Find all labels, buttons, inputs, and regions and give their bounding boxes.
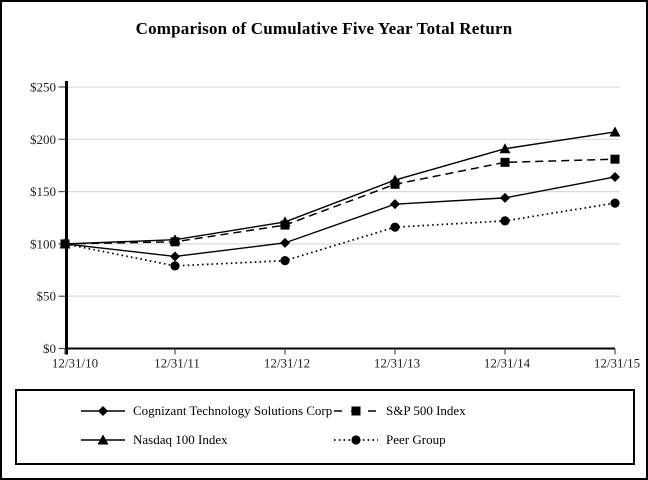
x-tick-label-12-31-11: 12/31/11 — [154, 356, 200, 371]
data-point-peer-group-12/31/15 — [610, 198, 620, 208]
legend-label-sp500: S&P 500 Index — [386, 403, 466, 418]
y-tick-label-0: $0 — [43, 341, 56, 356]
data-point-nasdaq-100-index-12/31/14 — [499, 143, 511, 154]
x-tick-label-12-31-12: 12/31/12 — [264, 356, 310, 371]
series-line-s-p-500-index — [64, 158, 616, 245]
y-tick-label-50: $50 — [37, 289, 57, 304]
data-point-nasdaq-100-index-12/31/15 — [609, 126, 621, 137]
data-point-s-p-500-index-12/31/12 — [280, 220, 290, 230]
legend-sample-nasdaq100-line-icon — [81, 434, 125, 445]
legend-item-peer-group: Peer Group — [333, 432, 446, 448]
data-point-cognizant-technology-solutions-corp-12/31/12 — [280, 237, 290, 248]
legend-sample-cognizant-line-icon — [81, 406, 125, 416]
y-tick-label-150: $150 — [30, 184, 56, 199]
legend-item-sp500: S&P 500 Index — [333, 403, 466, 419]
legend-item-cognizant: Cognizant Technology Solutions Corp — [80, 403, 332, 419]
legend-sample-sp500-line-icon — [334, 406, 378, 416]
series-line-peer-group — [64, 202, 616, 267]
x-tick-label-12-31-13: 12/31/13 — [374, 356, 420, 371]
legend-marker-square-icon — [351, 406, 361, 416]
legend-marker-triangle-icon — [97, 434, 109, 445]
data-point-s-p-500-index-12/31/10 — [60, 239, 70, 249]
data-point-peer-group-12/31/13 — [390, 222, 400, 232]
chart-legend: Cognizant Technology Solutions Corp S&P … — [15, 389, 635, 465]
series-line-cognizant-technology-solutions-corp — [64, 176, 616, 258]
data-point-peer-group-12/31/12 — [280, 256, 290, 266]
data-point-cognizant-technology-solutions-corp-12/31/14 — [500, 192, 510, 203]
legend-label-cognizant: Cognizant Technology Solutions Corp — [133, 403, 333, 418]
data-point-peer-group-12/31/11 — [170, 261, 180, 271]
y-tick-label-200: $200 — [30, 132, 56, 147]
data-point-peer-group-12/31/14 — [500, 216, 510, 226]
legend-marker-diamond-icon — [98, 406, 108, 416]
series-line-nasdaq-100-index — [64, 131, 616, 245]
legend-label-peer-group: Peer Group — [386, 432, 446, 447]
legend-label-nasdaq100: Nasdaq 100 Index — [133, 432, 228, 447]
data-point-cognizant-technology-solutions-corp-12/31/13 — [390, 199, 400, 210]
y-tick-label-100: $100 — [30, 236, 56, 251]
x-tick-label-12-31-10: 12/31/10 — [52, 356, 98, 371]
x-tick-label-12-31-15: 12/31/15 — [594, 356, 640, 371]
legend-marker-circle-icon — [351, 435, 361, 445]
data-point-s-p-500-index-12/31/15 — [610, 154, 620, 164]
data-point-s-p-500-index-12/31/14 — [500, 157, 510, 167]
line-chart-plot: $0 $50 $100 $150 $200 $250 12/31/10 12/31/11 12/… — [30, 80, 640, 371]
data-point-s-p-500-index-12/31/13 — [390, 179, 400, 189]
x-tick-label-12-31-14: 12/31/14 — [484, 356, 531, 371]
chart-title: Comparison of Cumulative Five Year Total… — [135, 19, 513, 38]
data-point-s-p-500-index-12/31/11 — [170, 237, 180, 247]
legend-item-nasdaq100: Nasdaq 100 Index — [80, 432, 228, 448]
data-point-cognizant-technology-solutions-corp-12/31/11 — [170, 251, 180, 262]
y-tick-label-250: $250 — [30, 80, 56, 95]
legend-sample-peer-group-line-icon — [334, 435, 378, 445]
data-point-cognizant-technology-solutions-corp-12/31/15 — [610, 171, 620, 182]
